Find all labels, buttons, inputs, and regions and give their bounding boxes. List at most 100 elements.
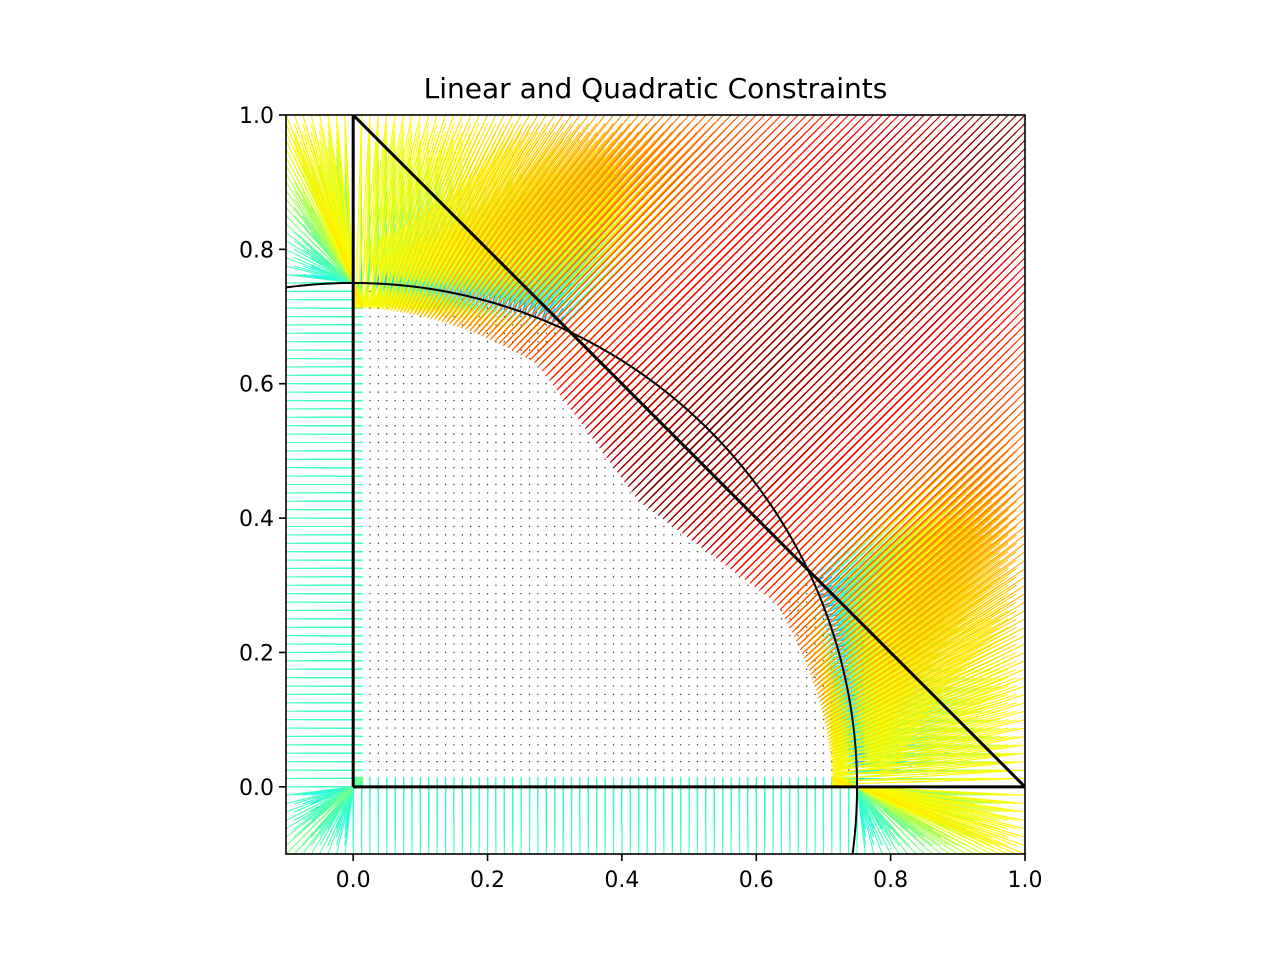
quiver-arrow [470, 458, 472, 461]
quiver-arrow [537, 559, 539, 561]
quiver-arrow [696, 660, 699, 662]
quiver-arrow [520, 416, 522, 419]
quiver-arrow [386, 643, 388, 645]
quiver-arrow [461, 559, 464, 561]
quiver-arrow [512, 433, 514, 435]
quiver-arrow [402, 315, 405, 318]
quiver-arrow [402, 508, 405, 511]
quiver-arrow [386, 584, 388, 586]
quiver-arrow [478, 559, 480, 561]
quiver-arrow [696, 567, 699, 570]
quiver-arrow [629, 525, 632, 528]
quiver-arrow [520, 643, 522, 645]
quiver-arrow [495, 702, 497, 704]
quiver-arrow [461, 441, 464, 444]
quiver-arrow [671, 735, 673, 738]
quiver-arrow [369, 550, 371, 553]
quiver-arrow [377, 660, 380, 662]
quiver-arrow [470, 492, 472, 494]
quiver-arrow [629, 592, 632, 595]
quiver-arrow [621, 634, 623, 637]
quiver-arrow [554, 441, 556, 444]
quiver-arrow [822, 744, 825, 746]
quiver-arrow [730, 769, 732, 771]
quiver-arrow [453, 668, 455, 670]
quiver-arrow [377, 618, 380, 620]
quiver-arrow [654, 601, 657, 603]
quiver-arrow [604, 609, 606, 612]
quiver-arrow [721, 752, 724, 754]
quiver-arrow [579, 576, 581, 578]
quiver-arrow [604, 668, 606, 670]
quiver-arrow [789, 609, 791, 612]
quiver-arrow [512, 601, 514, 603]
quiver-arrow [570, 559, 573, 561]
quiver-arrow [394, 366, 396, 368]
quiver-arrow [394, 408, 396, 410]
quiver-arrow [713, 592, 715, 595]
quiver-arrow [520, 408, 522, 410]
quiver-arrow [545, 727, 548, 729]
quiver-arrow [436, 366, 438, 368]
quiver-arrow [461, 517, 464, 519]
quiver-arrow [654, 559, 657, 561]
quiver-arrow [411, 332, 413, 335]
quiver-arrow [847, 769, 850, 771]
quiver-arrow [537, 366, 539, 368]
quiver-arrow [562, 534, 564, 536]
quiver-arrow [814, 676, 816, 679]
quiver-arrow [394, 651, 396, 654]
quiver-arrow [604, 693, 606, 696]
quiver-arrow [520, 668, 522, 670]
quiver-arrow [545, 769, 548, 771]
quiver-arrow [705, 576, 707, 578]
quiver-arrow [696, 769, 699, 771]
quiver-arrow [461, 760, 464, 763]
quiver-arrow [545, 383, 548, 385]
quiver-arrow [537, 634, 539, 637]
quiver-arrow [377, 744, 380, 746]
quiver-arrow [780, 618, 783, 620]
quiver-arrow [512, 609, 514, 612]
quiver-arrow [721, 601, 724, 603]
quiver-arrow [394, 727, 396, 729]
quiver-arrow [679, 735, 682, 738]
quiver-arrow [579, 517, 581, 519]
quiver-arrow [470, 374, 472, 377]
quiver-arrow [386, 769, 388, 771]
quiver-arrow [679, 693, 682, 696]
quiver-arrow [402, 668, 405, 670]
quiver-arrow [713, 685, 715, 687]
quiver-arrow [486, 450, 489, 452]
quiver-arrow [772, 752, 774, 754]
quiver-arrow [562, 425, 564, 427]
quiver-arrow [554, 702, 556, 704]
quiver-arrow [512, 366, 514, 368]
quiver-arrow [646, 584, 648, 586]
quiver-arrow [503, 467, 506, 469]
quiver-arrow [478, 676, 480, 679]
quiver-arrow [495, 634, 497, 637]
quiver-arrow [570, 416, 573, 419]
quiver-arrow [579, 693, 581, 696]
quiver-arrow [419, 366, 422, 368]
quiver-arrow [638, 576, 640, 578]
quiver-arrow [638, 601, 640, 603]
quiver-arrow [621, 508, 623, 511]
quiver-arrow [679, 676, 682, 679]
quiver-arrow [780, 651, 783, 654]
quiver-arrow [604, 576, 606, 578]
quiver-arrow [612, 643, 615, 645]
quiver-arrow [679, 584, 682, 586]
quiver-arrow [696, 592, 699, 595]
quiver-arrow [419, 550, 422, 553]
quiver-arrow [503, 710, 506, 712]
quiver-arrow [772, 601, 774, 603]
quiver-arrow [747, 727, 749, 729]
quiver-arrow [495, 718, 497, 721]
quiver-arrow [537, 651, 539, 654]
quiver-arrow [520, 550, 522, 553]
quiver-arrow [562, 517, 564, 519]
quiver-arrow [537, 349, 539, 351]
quiver-arrow [512, 584, 514, 586]
